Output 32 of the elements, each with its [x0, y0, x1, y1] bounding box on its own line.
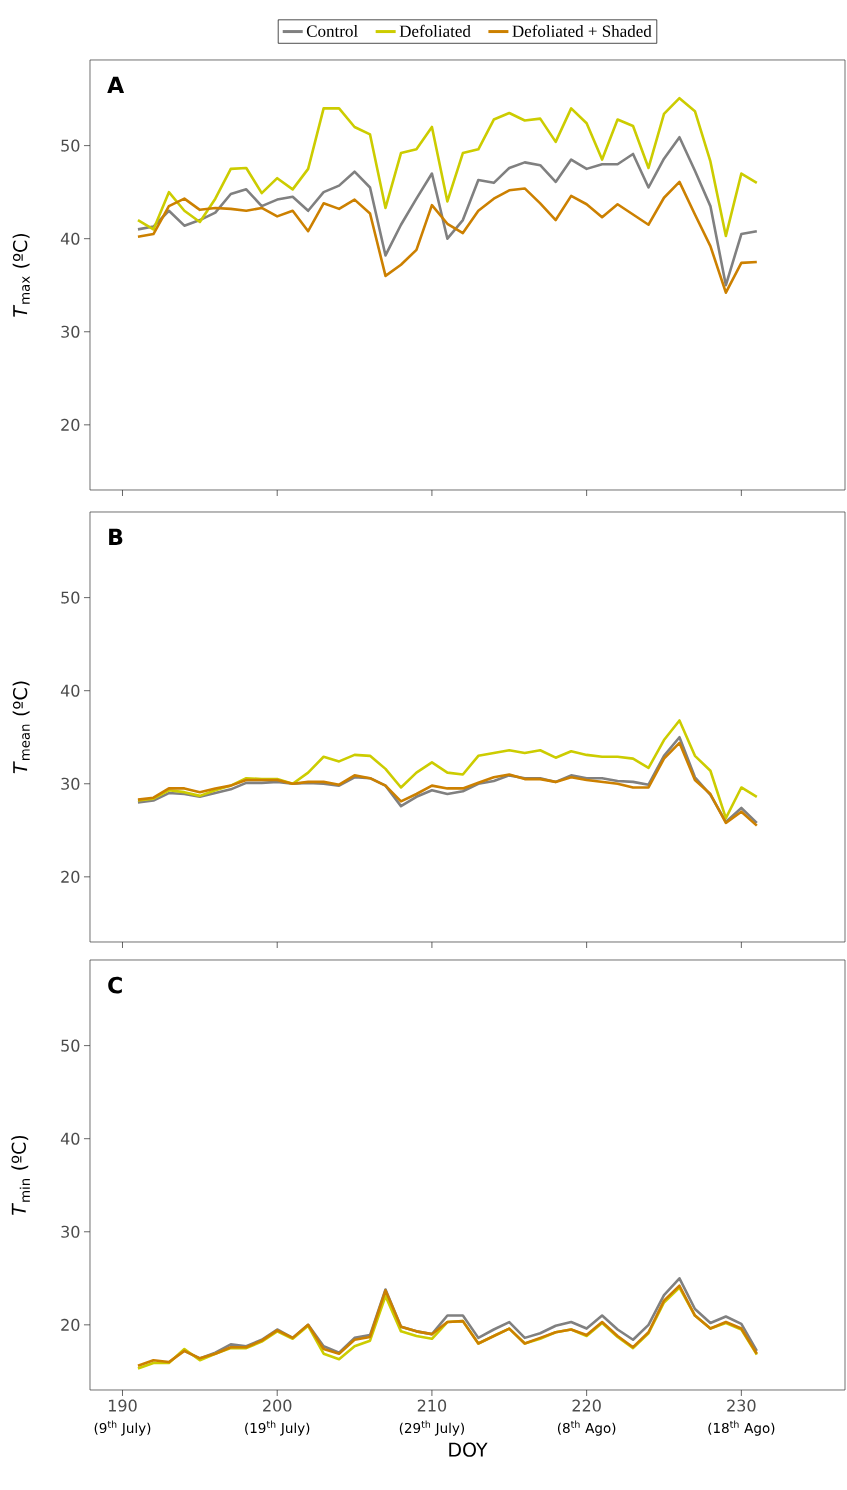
y-tick-label: 30 [61, 777, 80, 790]
legend-label: Defoliated [399, 24, 471, 37]
x-tick-label: 200 [263, 1399, 292, 1412]
y-tick-label: 50 [61, 1039, 80, 1052]
y-tick-label: 40 [60, 232, 80, 245]
x-tick-label: 190 [108, 1399, 137, 1412]
text: (19$^{th}$ July) [245, 1420, 310, 1436]
y-tick-label: 40 [60, 684, 80, 697]
text: A [107, 76, 125, 93]
text: B [109, 528, 123, 545]
text: (29$^{th}$ July) [399, 1420, 465, 1436]
x-tick-label: 210 [417, 1399, 447, 1412]
text: (9$^{th}$ July) [94, 1420, 151, 1436]
y-tick-label: 50 [61, 139, 80, 152]
y-tick-label: 20 [61, 870, 80, 883]
legend-label: Defoliated + Shaded [512, 24, 652, 37]
y-tick-label: 30 [61, 1225, 80, 1238]
y-tick-label: 40 [60, 1132, 80, 1145]
y-tick-label: 50 [61, 591, 80, 604]
y-axis-title: T$_{min}$ (ºC) [11, 1135, 30, 1215]
text: C [108, 976, 122, 994]
y-tick-label: 30 [61, 325, 80, 338]
x-tick-label: 230 [727, 1399, 756, 1412]
y-axis-title: T$_{max}$ (ºC) [12, 233, 30, 317]
y-tick-label: 20 [61, 418, 80, 431]
text: (18$^{th}$ Ago) [708, 1420, 775, 1436]
text: (8$^{th}$ Ago) [557, 1420, 616, 1436]
x-tick-label: 220 [572, 1399, 601, 1412]
x-axis-title: DOY [449, 1442, 488, 1457]
y-axis-title: T$_{mean}$ (ºC) [12, 681, 30, 774]
y-tick-label: 20 [61, 1318, 80, 1331]
legend-label: Control [306, 24, 358, 37]
